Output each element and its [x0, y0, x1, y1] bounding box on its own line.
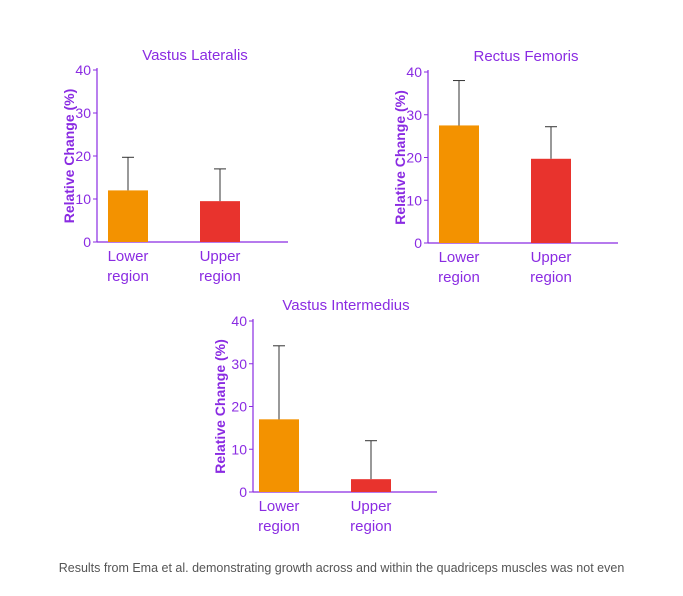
y-axis-label: Relative Change (%) — [392, 90, 408, 225]
y-tick-label: 20 — [406, 150, 422, 166]
y-tick-label: 20 — [75, 148, 91, 164]
y-tick-label: 20 — [231, 399, 247, 415]
y-tick-label: 40 — [231, 313, 247, 329]
y-tick-label: 10 — [406, 192, 422, 208]
y-axis-label: Relative Change (%) — [212, 339, 228, 474]
x-tick-label: region — [350, 518, 392, 535]
y-axis-label: Relative Change (%) — [61, 89, 77, 224]
x-tick-label: region — [438, 269, 480, 286]
bar-upper-region — [200, 201, 240, 242]
chart-title: Rectus Femoris — [473, 48, 578, 65]
y-tick-label: 40 — [406, 64, 422, 80]
y-tick-label: 0 — [239, 484, 247, 500]
bar-lower-region — [108, 190, 148, 242]
figure-caption: Results from Ema et al. demonstrating gr… — [58, 561, 625, 575]
x-tick-label: Lower — [439, 249, 480, 266]
y-tick-label: 30 — [231, 356, 247, 372]
y-tick-label: 30 — [406, 107, 422, 123]
chart-panel-2: Rectus Femoris 0 10 20 30 40 Relative Change (… — [392, 48, 618, 286]
y-tick-label: 0 — [414, 235, 422, 251]
bar-lower-region — [439, 125, 479, 243]
x-tick-label: region — [530, 269, 572, 286]
x-tick-label: Upper — [531, 249, 572, 266]
y-tick-label: 10 — [75, 191, 91, 207]
x-tick-label: region — [107, 268, 149, 285]
x-tick-label: region — [258, 518, 300, 535]
x-tick-label: Lower — [259, 498, 300, 515]
chart-panel-1: Vastus Lateralis 0 10 20 30 40 Relative Change… — [61, 47, 288, 285]
x-tick-label: Upper — [200, 248, 241, 265]
chart-title: Vastus Lateralis — [142, 47, 248, 64]
x-tick-label: Upper — [351, 498, 392, 515]
y-tick-label: 30 — [75, 105, 91, 121]
x-tick-label: region — [199, 268, 241, 285]
y-tick-label: 40 — [75, 62, 91, 78]
bar-lower-region — [259, 419, 299, 492]
y-tick-label: 10 — [231, 441, 247, 457]
y-tick-label: 0 — [83, 234, 91, 250]
bar-upper-region — [351, 479, 391, 492]
x-tick-label: Lower — [108, 248, 149, 265]
chart-title: Vastus Intermedius — [282, 297, 409, 314]
bar-upper-region — [531, 158, 571, 243]
